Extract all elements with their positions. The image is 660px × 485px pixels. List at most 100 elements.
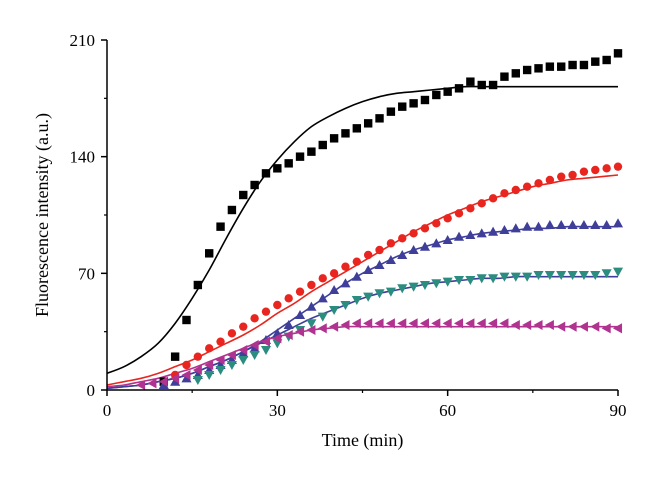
data-point-series-1	[193, 280, 203, 290]
data-point-series-4	[533, 270, 544, 281]
data-point-series-3	[295, 309, 306, 320]
y-axis-title: Fluorescence intensity (a.u.)	[32, 113, 53, 317]
data-point-series-2	[398, 234, 407, 243]
data-point-series-3	[170, 376, 181, 386]
data-point-series-5	[442, 318, 452, 329]
data-point-series-4	[260, 345, 272, 356]
data-point-series-5	[567, 321, 577, 332]
data-point-series-2	[409, 229, 418, 238]
data-point-series-4	[204, 370, 215, 381]
data-point-series-2	[352, 257, 362, 266]
data-point-series-5	[601, 323, 611, 334]
data-point-series-4	[488, 274, 499, 284]
data-point-series-3	[465, 229, 476, 240]
data-point-series-3	[567, 219, 578, 230]
data-point-series-5	[476, 318, 486, 329]
data-point-series-3	[476, 228, 487, 238]
data-point-series-5	[329, 321, 339, 332]
data-point-series-2	[295, 287, 305, 296]
data-point-series-1	[500, 72, 509, 81]
data-point-series-1	[398, 102, 407, 111]
data-point-series-2	[466, 204, 475, 213]
data-point-series-2	[386, 239, 396, 248]
data-point-series-1	[409, 99, 418, 108]
data-point-series-1	[579, 60, 589, 70]
data-point-series-5	[226, 349, 236, 361]
data-point-series-3	[488, 226, 499, 236]
data-point-series-2	[239, 322, 248, 331]
data-point-series-4	[590, 270, 601, 281]
data-point-series-4	[612, 267, 624, 277]
fit-curve-2	[106, 174, 619, 386]
y-tick-label: 0	[87, 381, 96, 400]
data-point-series-5	[295, 326, 305, 337]
data-point-series-5	[374, 318, 384, 329]
data-point-series-1	[239, 190, 248, 200]
data-point-series-2	[216, 337, 225, 346]
data-point-series-3	[158, 379, 169, 390]
data-point-series-3	[181, 373, 192, 383]
data-point-series-5	[158, 376, 168, 387]
data-point-series-1	[386, 107, 396, 116]
data-point-series-4	[374, 289, 385, 299]
data-point-series-3	[510, 223, 521, 233]
data-point-series-2	[613, 162, 623, 171]
x-tick-label: 30	[269, 401, 286, 420]
fit-curve-5	[106, 325, 618, 388]
data-point-series-5	[544, 319, 554, 331]
data-point-series-5	[204, 359, 214, 371]
data-point-series-5	[136, 379, 146, 391]
x-tick-label: 60	[439, 401, 456, 420]
data-point-series-1	[227, 205, 237, 215]
data-point-series-2	[261, 307, 271, 316]
data-point-series-1	[511, 69, 520, 78]
data-point-series-2	[273, 300, 282, 310]
data-point-series-5	[238, 344, 248, 356]
data-point-series-2	[511, 185, 520, 195]
data-point-series-2	[420, 224, 430, 233]
data-point-series-4	[408, 282, 419, 292]
data-point-series-4	[465, 275, 476, 286]
data-point-series-4	[215, 365, 226, 376]
data-point-series-4	[431, 279, 442, 289]
data-point-series-2	[534, 179, 543, 188]
data-points	[136, 49, 624, 391]
data-point-series-3	[363, 264, 374, 275]
data-point-series-3	[317, 293, 328, 303]
data-point-series-3	[601, 219, 612, 230]
data-point-series-5	[249, 339, 259, 351]
data-point-series-3	[442, 234, 453, 245]
data-point-series-1	[170, 352, 180, 361]
data-point-series-3	[283, 319, 294, 330]
data-point-series-4	[419, 280, 430, 291]
data-point-series-3	[419, 241, 430, 251]
data-point-series-4	[351, 295, 362, 306]
data-point-series-4	[397, 284, 408, 294]
data-point-series-4	[601, 269, 612, 279]
data-point-series-4	[476, 274, 487, 284]
data-point-series-3	[385, 254, 396, 265]
data-point-series-1	[250, 180, 259, 190]
data-point-series-5	[306, 324, 316, 336]
data-point-series-4	[317, 312, 328, 322]
data-point-series-5	[283, 329, 293, 341]
data-point-series-5	[272, 333, 282, 344]
data-point-series-3	[340, 278, 351, 288]
data-point-series-2	[307, 280, 316, 290]
data-point-series-3	[306, 301, 317, 311]
data-point-series-2	[500, 189, 509, 198]
data-point-series-5	[488, 318, 498, 329]
data-point-series-2	[602, 164, 611, 173]
data-point-series-1	[329, 134, 339, 143]
data-point-series-4	[453, 275, 465, 286]
data-point-series-3	[397, 249, 408, 260]
data-point-series-3	[556, 219, 567, 230]
data-point-series-2	[579, 167, 589, 176]
x-axis-title: Time (min)	[322, 430, 404, 451]
data-point-series-1	[602, 55, 611, 65]
data-point-series-1	[318, 140, 327, 150]
data-point-series-5	[419, 318, 429, 329]
data-point-series-4	[340, 300, 351, 311]
y-axis-ticks: 0 70 140 210	[70, 31, 107, 400]
